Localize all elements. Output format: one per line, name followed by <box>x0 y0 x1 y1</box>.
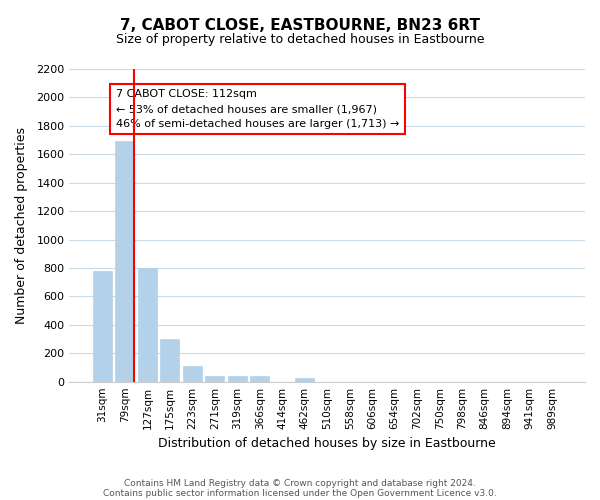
Text: Size of property relative to detached houses in Eastbourne: Size of property relative to detached ho… <box>116 32 484 46</box>
Bar <box>160 339 179 382</box>
X-axis label: Distribution of detached houses by size in Eastbourne: Distribution of detached houses by size … <box>158 437 496 450</box>
Bar <box>93 271 112 382</box>
Y-axis label: Number of detached properties: Number of detached properties <box>15 127 28 324</box>
Text: Contains public sector information licensed under the Open Government Licence v3: Contains public sector information licen… <box>103 488 497 498</box>
Bar <box>295 378 314 382</box>
Text: Contains HM Land Registry data © Crown copyright and database right 2024.: Contains HM Land Registry data © Crown c… <box>124 478 476 488</box>
Bar <box>250 376 269 382</box>
Bar <box>115 142 134 382</box>
Bar <box>138 268 157 382</box>
Bar <box>228 376 247 382</box>
Bar <box>183 366 202 382</box>
Text: 7 CABOT CLOSE: 112sqm
← 53% of detached houses are smaller (1,967)
46% of semi-d: 7 CABOT CLOSE: 112sqm ← 53% of detached … <box>116 90 399 129</box>
Text: 7, CABOT CLOSE, EASTBOURNE, BN23 6RT: 7, CABOT CLOSE, EASTBOURNE, BN23 6RT <box>120 18 480 32</box>
Bar <box>205 376 224 382</box>
